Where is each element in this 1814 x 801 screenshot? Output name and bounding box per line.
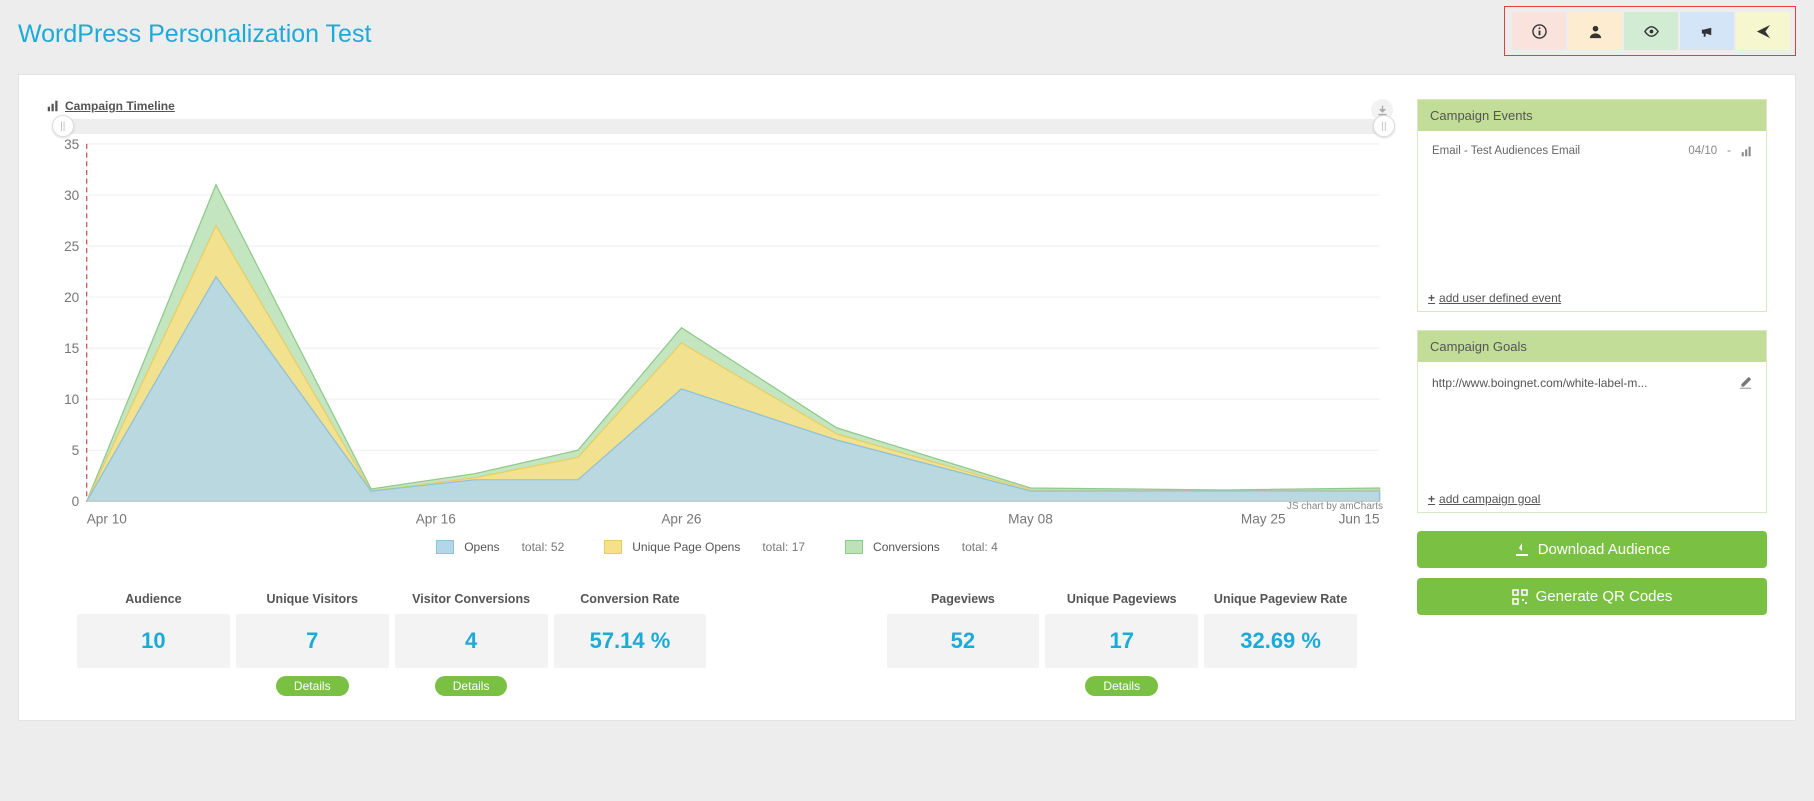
add-event-label: add user defined event [1439,291,1561,305]
metric-label: Visitor Conversions [395,572,548,606]
svg-text:0: 0 [72,494,80,509]
svg-text:25: 25 [64,239,79,254]
metric-value: 4 [395,614,548,668]
svg-text:May 08: May 08 [1008,512,1053,527]
metric-label: Unique Visitors [236,572,389,606]
svg-text:5: 5 [72,443,80,458]
view-tabs [1504,6,1796,56]
metric-card: Audience 10 [77,572,230,696]
svg-text:15: 15 [64,341,79,356]
metric-card: Unique Pageviews 17 Details [1045,572,1198,696]
event-row[interactable]: Email - Test Audiences Email 04/10 - [1428,139,1756,163]
svg-text:Apr 10: Apr 10 [87,512,128,527]
legend-total: total: 17 [762,540,805,554]
add-goal-link[interactable]: + add campaign goal [1428,492,1540,506]
add-event-link[interactable]: + add user defined event [1428,291,1561,305]
bullhorn-icon [1700,24,1715,39]
svg-text:20: 20 [64,290,80,305]
chart-title[interactable]: Campaign Timeline [47,99,1387,113]
svg-text:Jun 15: Jun 15 [1339,512,1380,527]
user-icon [1588,24,1603,39]
tab-send[interactable] [1736,12,1790,50]
eye-icon [1644,24,1659,39]
legend-label: Unique Page Opens [632,540,740,554]
metric-label: Unique Pageviews [1045,572,1198,606]
metric-card: Unique Pageview Rate 32.69 % [1204,572,1357,696]
campaign-events-title: Campaign Events [1418,100,1766,131]
tab-info[interactable] [1512,12,1566,50]
legend-item[interactable]: Opens total: 52 [436,540,564,554]
bars-icon [1741,146,1752,157]
metric-value: 57.14 % [554,614,707,668]
timeline-chart: 0 5 10 15 20 25 30 35 Apr 10 Apr 16 Apr 26 May 08 Ma… [47,134,1387,531]
event-text: Email - Test Audiences Email [1432,145,1580,157]
svg-text:Apr 16: Apr 16 [416,512,456,527]
info-icon [1532,24,1547,39]
legend-total: total: 52 [522,540,565,554]
legend-item[interactable]: Conversions total: 4 [845,540,998,554]
legend-swatch [845,540,863,554]
tab-user[interactable] [1568,12,1622,50]
timeline-scrubber[interactable]: || || [65,119,1387,134]
metric-value: 7 [236,614,389,668]
svg-text:Apr 26: Apr 26 [661,512,701,527]
campaign-goals-title: Campaign Goals [1418,331,1766,362]
generate-qr-label: Generate QR Codes [1536,588,1673,605]
metric-label: Audience [77,572,230,606]
page-title: WordPress Personalization Test [18,6,371,49]
svg-text:10: 10 [64,392,80,407]
bars-icon [47,100,59,112]
metric-card: Pageviews 52 [887,572,1040,696]
metric-value: 32.69 % [1204,614,1357,668]
svg-text:30: 30 [64,188,80,203]
svg-text:May 25: May 25 [1241,512,1286,527]
legend-label: Conversions [873,540,940,554]
main-panel: Campaign Timeline || || 0 5 10 15 20 25 30 35 Ap… [18,74,1796,721]
metric-label: Pageviews [887,572,1040,606]
details-button[interactable]: Details [1085,676,1158,696]
download-audience-button[interactable]: Download Audience [1417,531,1767,568]
tab-eye[interactable] [1624,12,1678,50]
metrics-row: Audience 10Unique Visitors 7DetailsVisit… [47,572,1387,696]
metric-label: Conversion Rate [554,572,707,606]
tab-bullhorn[interactable] [1680,12,1734,50]
metric-card: Conversion Rate 57.14 % [554,572,707,696]
chart-legend: Opens total: 52 Unique Page Opens total:… [47,540,1387,554]
details-button[interactable]: Details [276,676,349,696]
campaign-goals-card: Campaign Goals http://www.boingnet.com/w… [1417,330,1767,513]
chart-attribution: JS chart by amCharts [1287,501,1383,512]
metric-value: 17 [1045,614,1198,668]
metric-value: 52 [887,614,1040,668]
goal-row[interactable]: http://www.boingnet.com/white-label-m... [1428,370,1756,396]
metric-label: Unique Pageview Rate [1204,572,1357,606]
add-goal-label: add campaign goal [1439,492,1540,506]
download-icon [1514,542,1530,558]
legend-label: Opens [464,540,499,554]
send-icon [1756,24,1771,39]
metric-value: 10 [77,614,230,668]
chart-title-text: Campaign Timeline [65,99,175,113]
svg-text:35: 35 [64,137,79,152]
campaign-events-card: Campaign Events Email - Test Audiences E… [1417,99,1767,312]
download-audience-label: Download Audience [1538,541,1671,558]
event-date: 04/10 [1688,145,1717,157]
details-button[interactable]: Details [435,676,508,696]
goal-text: http://www.boingnet.com/white-label-m... [1432,376,1647,390]
metric-card: Unique Visitors 7 Details [236,572,389,696]
legend-total: total: 4 [962,540,998,554]
edit-icon[interactable] [1739,376,1752,389]
legend-swatch [436,540,454,554]
generate-qr-button[interactable]: Generate QR Codes [1417,578,1767,615]
legend-swatch [604,540,622,554]
metric-card: Visitor Conversions 4 Details [395,572,548,696]
legend-item[interactable]: Unique Page Opens total: 17 [604,540,805,554]
qr-icon [1512,589,1528,605]
